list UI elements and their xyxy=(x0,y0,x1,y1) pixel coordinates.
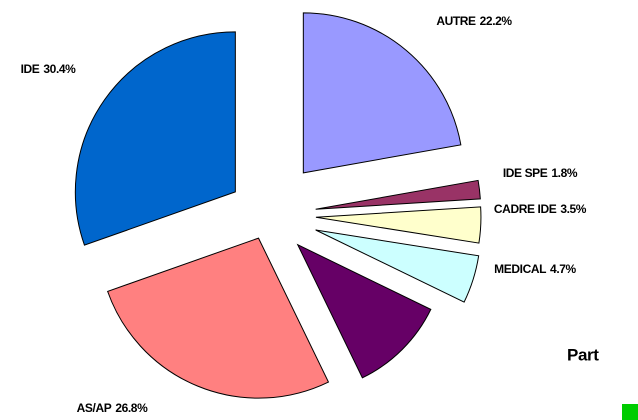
pie-slice xyxy=(315,206,482,244)
slice-label: IDE SPE 1.8% xyxy=(503,166,578,180)
category-label: IDE xyxy=(21,62,40,76)
category-label: AUTRE xyxy=(436,14,476,28)
slice-label: AS/AP 26.8% xyxy=(77,401,148,415)
value-label: 3.5% xyxy=(560,202,586,216)
value-label: 1.8% xyxy=(551,166,577,180)
category-label: MEDICAL xyxy=(494,262,546,276)
category-label: AS/AP xyxy=(77,401,112,415)
annotation: Part xyxy=(567,345,599,364)
category-label: IDE SPE xyxy=(503,166,548,180)
value-label: 30.4% xyxy=(43,62,76,76)
slice-label: CADRE IDE 3.5% xyxy=(494,202,587,216)
value-label: 4.7% xyxy=(550,262,576,276)
pie-slice xyxy=(74,31,236,246)
pie-slice xyxy=(296,243,432,379)
pie-slice xyxy=(106,237,330,399)
pie-slice xyxy=(315,179,481,210)
legend-swatch xyxy=(622,404,638,420)
category-label: CADRE IDE xyxy=(494,202,557,216)
slice-label: AUTRE 22.2% xyxy=(436,14,512,28)
pie-slice xyxy=(302,12,462,174)
value-label: 22.2% xyxy=(480,14,513,28)
slice-label: IDE 30.4% xyxy=(21,62,77,76)
slice-label: MEDICAL 4.7% xyxy=(494,262,576,276)
value-label: 26.8% xyxy=(115,401,148,415)
pie-slice xyxy=(315,229,480,303)
